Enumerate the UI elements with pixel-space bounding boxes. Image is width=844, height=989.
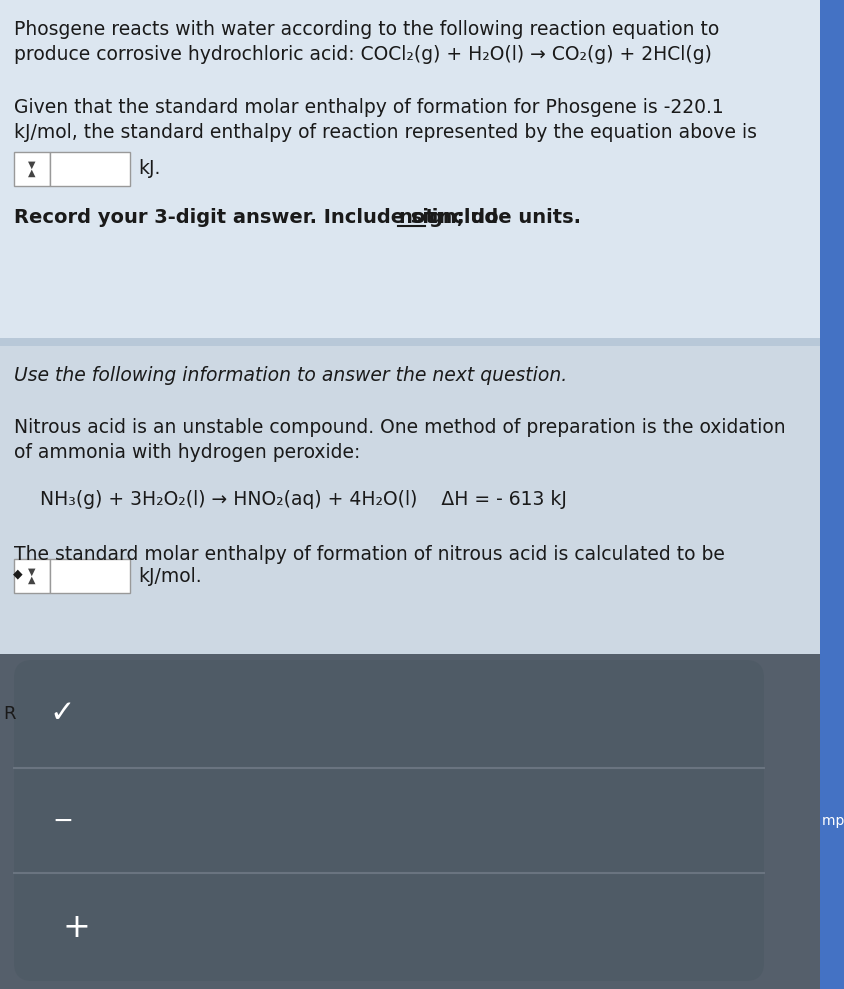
Text: R: R bbox=[3, 705, 15, 723]
Bar bbox=[14, 152, 50, 186]
Bar bbox=[820, 0, 844, 989]
Text: ✓: ✓ bbox=[49, 699, 74, 728]
Text: ▼: ▼ bbox=[28, 567, 35, 577]
Text: ◆: ◆ bbox=[13, 568, 23, 581]
Text: kJ.: kJ. bbox=[138, 159, 160, 178]
Bar bbox=[50, 559, 130, 593]
Text: The standard molar enthalpy of formation of nitrous acid is calculated to be: The standard molar enthalpy of formation… bbox=[14, 545, 725, 564]
Bar bbox=[0, 338, 844, 346]
Text: produce corrosive hydrochloric acid: COCl₂(g) + H₂O(l) → CO₂(g) + 2HCl(g): produce corrosive hydrochloric acid: COC… bbox=[14, 45, 711, 64]
Text: Nitrous acid is an unstable compound. One method of preparation is the oxidation: Nitrous acid is an unstable compound. On… bbox=[14, 418, 786, 437]
Bar bbox=[0, 654, 844, 989]
Text: not: not bbox=[398, 208, 435, 227]
FancyBboxPatch shape bbox=[14, 660, 764, 981]
Text: of ammonia with hydrogen peroxide:: of ammonia with hydrogen peroxide: bbox=[14, 443, 360, 462]
Text: include units.: include units. bbox=[425, 208, 581, 227]
Text: NH₃(g) + 3H₂O₂(l) → HNO₂(aq) + 4H₂O(l)    ΔH = - 613 kJ: NH₃(g) + 3H₂O₂(l) → HNO₂(aq) + 4H₂O(l) Δ… bbox=[40, 490, 567, 509]
Text: kJ/mol.: kJ/mol. bbox=[138, 567, 202, 585]
Text: mpt ...: mpt ... bbox=[822, 814, 844, 828]
Text: −: − bbox=[52, 808, 73, 833]
Bar bbox=[0, 346, 844, 654]
Text: kJ/mol, the standard enthalpy of reaction represented by the equation above is: kJ/mol, the standard enthalpy of reactio… bbox=[14, 123, 757, 142]
Bar bbox=[50, 152, 130, 186]
Text: Use the following information to answer the next question.: Use the following information to answer … bbox=[14, 366, 567, 385]
Text: ▲: ▲ bbox=[28, 168, 35, 178]
Text: Record your 3-digit answer. Include sign; do: Record your 3-digit answer. Include sign… bbox=[14, 208, 506, 227]
Text: Given that the standard molar enthalpy of formation for Phosgene is -220.1: Given that the standard molar enthalpy o… bbox=[14, 98, 724, 117]
Text: +: + bbox=[62, 911, 89, 944]
Text: ▲: ▲ bbox=[28, 575, 35, 585]
Text: Phosgene reacts with water according to the following reaction equation to: Phosgene reacts with water according to … bbox=[14, 20, 719, 39]
Text: ▼: ▼ bbox=[28, 160, 35, 170]
Bar bbox=[14, 559, 50, 593]
Bar bbox=[0, 0, 844, 338]
